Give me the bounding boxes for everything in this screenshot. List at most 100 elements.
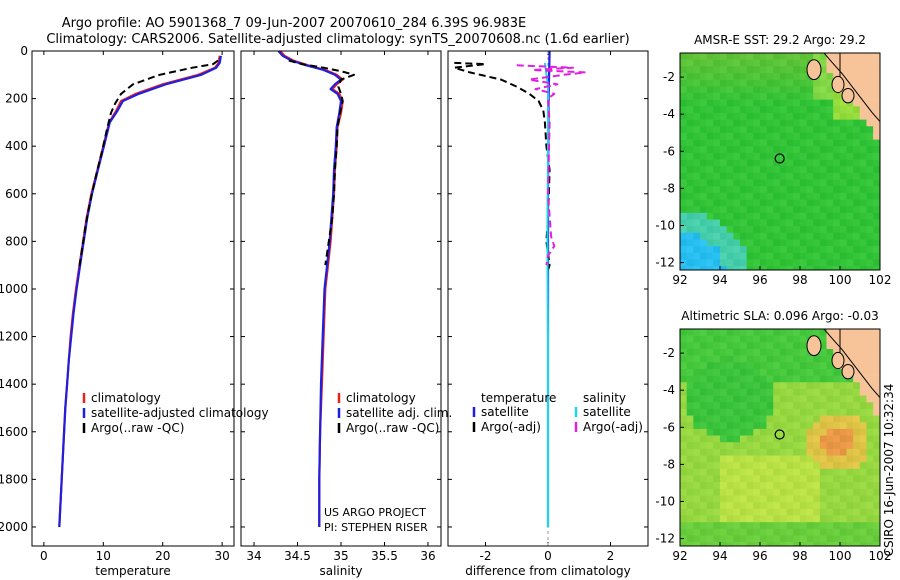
sst-map-cell bbox=[693, 239, 701, 247]
sla-map-cell bbox=[706, 329, 714, 336]
sla-map-cell bbox=[813, 488, 821, 496]
sst-map-cell bbox=[846, 252, 854, 260]
sst-map-cell bbox=[686, 126, 694, 134]
sla-map-cell bbox=[806, 515, 814, 523]
x-tick-label: -2 bbox=[480, 549, 492, 563]
sla-map-cell bbox=[699, 388, 707, 396]
sst-map-cell bbox=[753, 226, 761, 234]
sla-map-cell bbox=[773, 515, 781, 523]
sst-map-cell bbox=[799, 252, 807, 260]
sla-map-cell bbox=[779, 448, 787, 456]
sst-map-cell bbox=[746, 106, 754, 114]
x-axis-label: difference from climatology bbox=[465, 564, 631, 578]
sla-map-cell bbox=[853, 535, 861, 543]
sla-map-cell bbox=[839, 508, 847, 516]
sla-map-cell bbox=[826, 408, 834, 416]
sst-map-cell bbox=[759, 239, 767, 247]
sla-map-cell bbox=[859, 375, 867, 383]
sst-map-cell bbox=[719, 246, 727, 254]
sla-map-cell bbox=[846, 515, 854, 523]
sst-map-cell bbox=[753, 212, 761, 220]
sst-map-cell bbox=[680, 226, 687, 234]
sla-map-cell bbox=[733, 488, 741, 496]
sst-map-cell bbox=[819, 119, 827, 127]
sla-map-cell bbox=[726, 535, 734, 543]
sla-map-cell bbox=[806, 368, 814, 376]
sst-map-cell bbox=[693, 92, 701, 100]
sla-map-cell bbox=[779, 495, 787, 503]
sst-map-cell bbox=[680, 72, 687, 80]
sla-map-cell bbox=[739, 455, 747, 463]
sla-map-cell bbox=[806, 462, 814, 470]
sst-map-cell bbox=[779, 166, 787, 174]
sla-map-cell bbox=[713, 335, 721, 343]
sst-map-cell bbox=[853, 226, 861, 234]
sla-map-cell bbox=[779, 508, 787, 516]
sla-map-cell bbox=[866, 542, 874, 547]
sla-map-cell bbox=[726, 368, 734, 376]
sla-map-cell bbox=[680, 428, 687, 436]
sla-map-cell bbox=[699, 335, 707, 343]
sst-map-cell bbox=[733, 179, 741, 187]
sst-map-cell bbox=[726, 192, 734, 200]
sst-map-cell bbox=[706, 79, 714, 87]
sst-map-cell bbox=[819, 99, 827, 107]
sla-map-cell bbox=[753, 442, 761, 450]
sla-map-cell bbox=[819, 348, 827, 356]
sla-map-cell bbox=[753, 342, 761, 350]
sla-map-cell bbox=[773, 462, 781, 470]
sla-map-cell bbox=[819, 335, 827, 343]
sla-map-cell bbox=[733, 455, 741, 463]
sumatra-coastline bbox=[823, 52, 881, 122]
sla-map-cell bbox=[753, 335, 761, 343]
sla-map-cell bbox=[833, 502, 841, 510]
sla-map-cell bbox=[686, 362, 694, 370]
sla-map-cell bbox=[779, 542, 787, 547]
sla-map-cell bbox=[833, 442, 841, 450]
sla-map-cell bbox=[853, 515, 861, 523]
map-x-tick-label: 96 bbox=[752, 549, 767, 563]
sst-map-cell bbox=[866, 252, 874, 260]
sla-map-cell bbox=[873, 435, 881, 443]
sst-map-cell bbox=[693, 192, 701, 200]
sla-map-cell bbox=[759, 402, 767, 410]
sla-map-cell bbox=[680, 375, 687, 383]
sst-map-cell bbox=[786, 199, 794, 207]
sla-map-cell bbox=[686, 515, 694, 523]
map-y-tick-label: -10 bbox=[655, 218, 675, 232]
sla-map-cell bbox=[786, 442, 794, 450]
sst-map-cell bbox=[799, 266, 807, 271]
sst-map-cell bbox=[859, 186, 867, 194]
sla-map-cell bbox=[759, 495, 767, 503]
sla-map-cell bbox=[680, 335, 687, 343]
sst-map-cell bbox=[806, 92, 814, 100]
sst-map-cell bbox=[773, 146, 781, 154]
sla-map-cell bbox=[839, 435, 847, 443]
sst-map-cell bbox=[779, 259, 787, 267]
sst-map-cell bbox=[779, 172, 787, 180]
sla-map-cell bbox=[759, 462, 767, 470]
sst-map-cell bbox=[713, 246, 721, 254]
sst-map-cell bbox=[799, 66, 807, 74]
sla-map-cell bbox=[839, 362, 847, 370]
sst-map-cell bbox=[793, 132, 801, 140]
sla-map-cell bbox=[713, 355, 721, 363]
sla-map-cell bbox=[793, 482, 801, 490]
sla-map-cell bbox=[733, 502, 741, 510]
sla-map-cell bbox=[713, 508, 721, 516]
sla-map-cell bbox=[766, 535, 774, 543]
sst-map-cell bbox=[746, 72, 754, 80]
x-tick-label: 0 bbox=[40, 549, 48, 563]
sst-map-cell bbox=[833, 99, 841, 107]
map-x-tick-label: 92 bbox=[672, 273, 687, 287]
sla-map-cell bbox=[680, 508, 687, 516]
sst-map-cell bbox=[806, 146, 814, 154]
sst-map-cell bbox=[866, 126, 874, 134]
sla-map-cell bbox=[706, 375, 714, 383]
sla-map-cell bbox=[833, 522, 841, 530]
sla-map-cell bbox=[680, 502, 687, 510]
sst-map-cell bbox=[813, 166, 821, 174]
sst-map-cell bbox=[786, 152, 794, 160]
sst-map-cell bbox=[753, 79, 761, 87]
sla-map-cell bbox=[826, 375, 834, 383]
